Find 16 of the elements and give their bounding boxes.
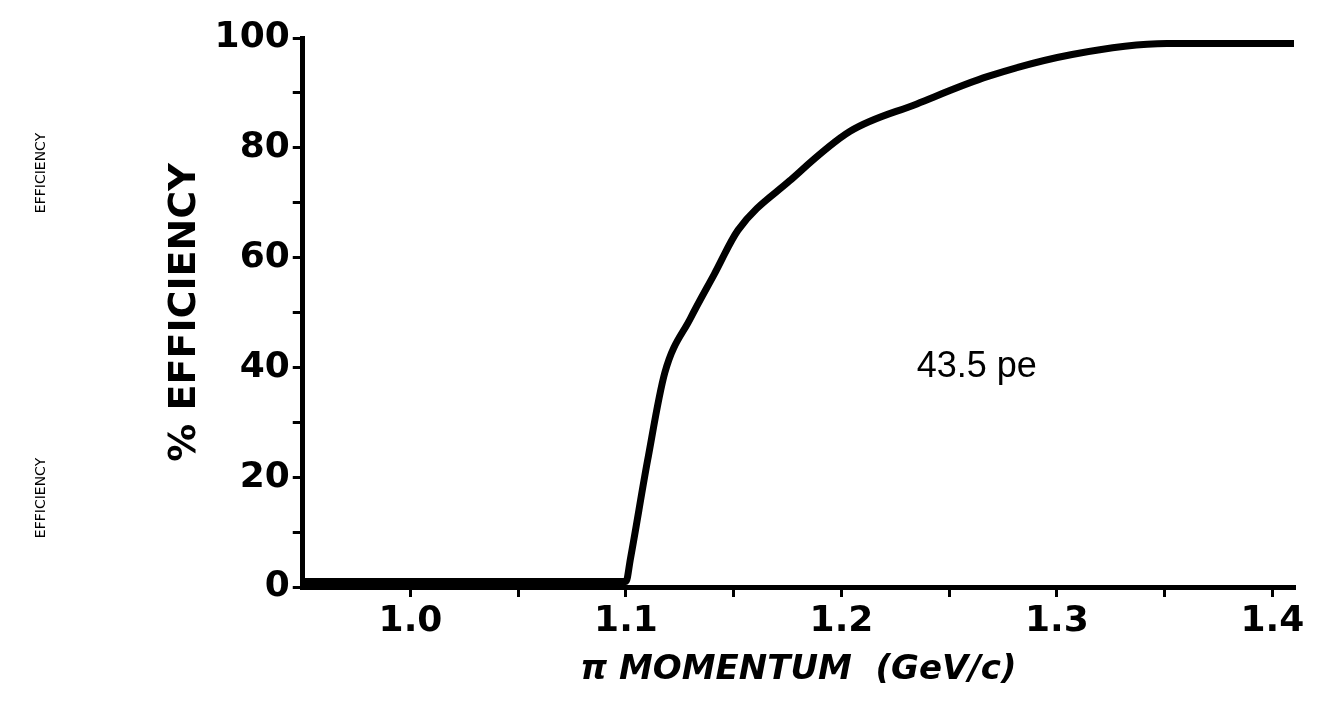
- y-tick-label: 60: [239, 233, 290, 275]
- x-tick-label: 1.2: [809, 597, 874, 639]
- x-tick-label: 1.0: [378, 597, 443, 639]
- text: EFFICIENCY: [32, 132, 48, 214]
- x-axis-title: π MOMENTUM (GeV/c): [580, 647, 1017, 688]
- text: EFFICIENCY: [32, 457, 48, 539]
- x-tick-label: 1.3: [1025, 597, 1089, 639]
- y-tick-label: 40: [239, 343, 290, 385]
- y-axis-title: % EFFICIENCY: [159, 162, 204, 462]
- annotation: 43.5 pe: [916, 344, 1037, 386]
- y-tick-label: 100: [214, 14, 290, 56]
- x-tick-label: 1.1: [594, 597, 658, 639]
- x-tick-label: 1.4: [1240, 597, 1305, 639]
- y-tick-label: 20: [239, 453, 290, 495]
- y-tick-label: 80: [239, 124, 290, 166]
- y-tick-label: 0: [264, 563, 290, 605]
